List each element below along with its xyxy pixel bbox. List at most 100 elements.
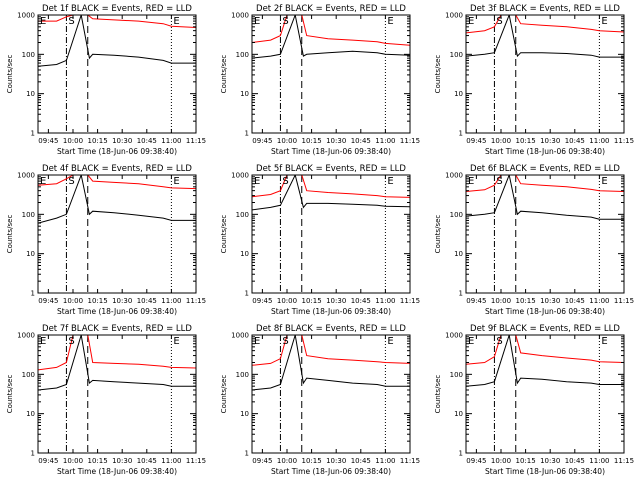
x-tick-label: 10:30 [540, 137, 560, 145]
x-tick-label: 10:15 [301, 297, 321, 305]
series-line-lld [466, 175, 624, 192]
y-tick-label: 10 [454, 250, 463, 258]
detector-panel: Det 9f BLACK = Events, RED = LLD Counts/s… [434, 324, 634, 476]
x-tick-label: 10:30 [540, 297, 560, 305]
x-tick-label: 11:00 [161, 137, 181, 145]
x-tick-label: 10:30 [326, 137, 346, 145]
event-marker-s: S [282, 336, 288, 347]
detector-panel: Det 6f BLACK = Events, RED = LLD Counts/s… [434, 164, 634, 316]
event-marker-e: E [387, 336, 393, 347]
panel-title: Det 5f BLACK = Events, RED = LLD [256, 164, 406, 174]
panel-title: Det 8f BLACK = Events, RED = LLD [256, 324, 406, 334]
y-tick-label: 10 [26, 410, 35, 418]
x-tick-label: 10:30 [326, 457, 346, 465]
event-marker-s: S [68, 176, 74, 187]
series-line-events [38, 175, 196, 224]
x-tick-label: 10:00 [63, 457, 83, 465]
y-axis-label: Counts/sec [6, 55, 14, 94]
y-tick-label: 100 [22, 371, 35, 379]
x-tick-label: 10:45 [137, 457, 157, 465]
x-tick-label: 10:00 [491, 137, 511, 145]
y-tick-label: 1000 [445, 332, 463, 340]
panel-title: Det 6f BLACK = Events, RED = LLD [470, 164, 620, 174]
y-tick-label: 1000 [445, 12, 463, 20]
x-tick-label: 11:15 [614, 457, 634, 465]
x-tick-label: 10:15 [301, 137, 321, 145]
y-tick-label: 100 [450, 371, 463, 379]
event-marker-e: E [173, 176, 179, 187]
event-marker-s: S [282, 16, 288, 27]
y-tick-label: 1 [459, 450, 463, 458]
x-tick-label: 10:30 [112, 457, 132, 465]
series-line-lld [466, 335, 624, 365]
y-tick-label: 10 [454, 410, 463, 418]
y-tick-label: 10 [26, 250, 35, 258]
detector-panel: Det 8f BLACK = Events, RED = LLD Counts/s… [220, 324, 420, 476]
y-tick-label: 1000 [445, 172, 463, 180]
y-tick-label: 100 [22, 211, 35, 219]
x-tick-label: 11:00 [589, 297, 609, 305]
y-tick-label: 100 [450, 51, 463, 59]
y-tick-label: 1 [31, 130, 35, 138]
x-tick-label: 11:15 [400, 297, 420, 305]
series-line-lld [252, 15, 410, 46]
x-tick-label: 11:00 [161, 457, 181, 465]
y-tick-label: 10 [240, 90, 249, 98]
event-marker-e: E [40, 16, 46, 27]
x-axis-label: Start Time (18-Jun-06 09:38:40) [485, 467, 605, 476]
x-tick-label: 10:00 [491, 297, 511, 305]
y-axis-label: Counts/sec [220, 215, 228, 254]
event-marker-s: S [68, 336, 74, 347]
x-tick-label: 09:45 [252, 297, 272, 305]
panel-title: Det 1f BLACK = Events, RED = LLD [42, 4, 192, 14]
event-marker-e: E [40, 336, 46, 347]
series-line-events [38, 335, 196, 391]
x-tick-label: 11:15 [614, 297, 634, 305]
x-tick-label: 10:30 [112, 297, 132, 305]
x-tick-label: 10:45 [137, 137, 157, 145]
x-tick-label: 11:00 [375, 457, 395, 465]
y-tick-label: 1000 [17, 12, 35, 20]
y-tick-label: 10 [240, 250, 249, 258]
x-tick-label: 10:15 [87, 137, 107, 145]
plot-frame [37, 334, 197, 454]
plot-frame [37, 174, 197, 294]
x-tick-label: 09:45 [38, 457, 58, 465]
x-tick-label: 11:00 [375, 297, 395, 305]
x-tick-label: 10:00 [277, 137, 297, 145]
plot-frame [465, 334, 625, 454]
y-tick-label: 10 [26, 90, 35, 98]
series-line-lld [466, 15, 624, 34]
x-axis-label: Start Time (18-Jun-06 09:38:40) [271, 467, 391, 476]
y-tick-label: 100 [236, 371, 249, 379]
event-marker-e: E [254, 336, 260, 347]
x-axis-label: Start Time (18-Jun-06 09:38:40) [485, 307, 605, 316]
panel-title: Det 9f BLACK = Events, RED = LLD [470, 324, 620, 334]
event-marker-e: E [387, 176, 393, 187]
x-tick-label: 11:15 [614, 137, 634, 145]
x-tick-label: 10:15 [301, 457, 321, 465]
event-marker-s: S [282, 176, 288, 187]
x-tick-label: 11:15 [186, 137, 206, 145]
x-tick-label: 09:45 [38, 297, 58, 305]
x-tick-label: 09:45 [466, 137, 486, 145]
series-line-events [466, 15, 624, 58]
series-line-lld [38, 335, 196, 371]
detector-panel: Det 5f BLACK = Events, RED = LLD Counts/s… [220, 164, 420, 316]
detector-panel: Det 4f BLACK = Events, RED = LLD Counts/s… [6, 164, 206, 316]
y-tick-label: 1 [245, 290, 249, 298]
y-axis-label: Counts/sec [6, 215, 14, 254]
detector-panel: Det 7f BLACK = Events, RED = LLD Counts/s… [6, 324, 206, 476]
x-tick-label: 10:45 [137, 297, 157, 305]
event-marker-e: E [254, 16, 260, 27]
x-tick-label: 09:45 [466, 457, 486, 465]
x-axis-label: Start Time (18-Jun-06 09:38:40) [271, 147, 391, 156]
x-axis-label: Start Time (18-Jun-06 09:38:40) [57, 467, 177, 476]
y-tick-label: 10 [454, 90, 463, 98]
y-tick-label: 1000 [231, 12, 249, 20]
x-tick-label: 10:00 [491, 457, 511, 465]
y-tick-label: 1 [245, 130, 249, 138]
panel-title: Det 7f BLACK = Events, RED = LLD [42, 324, 192, 334]
event-marker-e: E [468, 16, 474, 27]
